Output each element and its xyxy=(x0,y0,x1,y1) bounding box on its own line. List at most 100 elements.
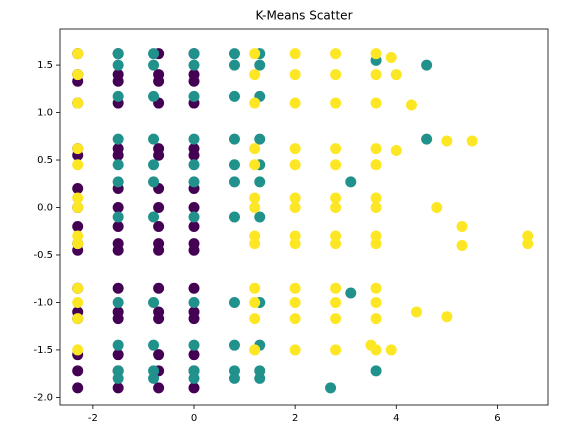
point xyxy=(228,339,240,351)
point xyxy=(112,75,124,87)
point xyxy=(254,211,266,223)
point xyxy=(330,48,342,60)
point xyxy=(72,183,84,195)
point xyxy=(72,344,84,356)
point xyxy=(153,244,165,256)
point xyxy=(188,176,200,188)
point xyxy=(249,159,261,171)
point xyxy=(228,48,240,60)
point xyxy=(112,372,124,384)
point xyxy=(228,159,240,171)
point xyxy=(522,230,534,242)
point xyxy=(72,220,84,232)
point xyxy=(228,296,240,308)
point xyxy=(411,306,423,318)
point xyxy=(249,296,261,308)
point xyxy=(153,382,165,394)
point xyxy=(325,382,337,394)
point xyxy=(228,90,240,102)
point xyxy=(385,344,397,356)
chart-title: K-Means Scatter xyxy=(256,9,353,23)
point xyxy=(112,90,124,102)
point xyxy=(345,176,357,188)
point xyxy=(249,238,261,250)
point xyxy=(370,365,382,377)
y-tick-label: 0.0 xyxy=(37,203,53,214)
point xyxy=(330,159,342,171)
point xyxy=(370,143,382,155)
point xyxy=(421,133,433,145)
point xyxy=(330,202,342,214)
point xyxy=(148,372,160,384)
point xyxy=(330,97,342,109)
point xyxy=(330,282,342,294)
point xyxy=(188,296,200,308)
point xyxy=(330,143,342,155)
point xyxy=(441,311,453,323)
point xyxy=(330,192,342,204)
point xyxy=(112,133,124,145)
point xyxy=(522,238,534,250)
point xyxy=(289,230,301,242)
point xyxy=(370,48,382,60)
point xyxy=(153,149,165,161)
point xyxy=(112,365,124,377)
point xyxy=(289,313,301,325)
point xyxy=(153,349,165,361)
point xyxy=(148,296,160,308)
point xyxy=(421,59,433,71)
point xyxy=(153,282,165,294)
point xyxy=(330,230,342,242)
point xyxy=(289,296,301,308)
y-tick-label: -0.5 xyxy=(33,250,53,261)
point xyxy=(188,220,200,232)
point xyxy=(188,244,200,256)
point xyxy=(390,69,402,81)
point xyxy=(188,133,200,145)
point xyxy=(188,159,200,171)
point xyxy=(370,192,382,204)
point xyxy=(330,344,342,356)
point xyxy=(431,202,443,214)
point xyxy=(289,143,301,155)
point xyxy=(330,69,342,81)
point xyxy=(249,230,261,242)
point xyxy=(72,282,84,294)
point xyxy=(228,59,240,71)
point xyxy=(72,296,84,308)
point xyxy=(148,59,160,71)
point xyxy=(249,48,261,60)
point xyxy=(153,220,165,232)
point xyxy=(289,69,301,81)
point xyxy=(249,344,261,356)
point xyxy=(249,192,261,204)
point xyxy=(249,69,261,81)
y-tick-label: -1.5 xyxy=(33,345,53,356)
point xyxy=(112,202,124,214)
point xyxy=(466,135,478,147)
point xyxy=(370,159,382,171)
y-tick-label: 1.5 xyxy=(37,60,53,71)
point xyxy=(254,133,266,145)
point xyxy=(188,339,200,351)
point xyxy=(188,48,200,60)
point xyxy=(188,382,200,394)
point xyxy=(112,349,124,361)
point xyxy=(153,313,165,325)
point xyxy=(370,230,382,242)
point xyxy=(188,90,200,102)
x-tick-label: -2 xyxy=(88,413,98,424)
point xyxy=(112,220,124,232)
point xyxy=(370,238,382,250)
point xyxy=(153,202,165,214)
point xyxy=(72,238,84,250)
point xyxy=(148,90,160,102)
point xyxy=(254,176,266,188)
point xyxy=(112,149,124,161)
point xyxy=(188,372,200,384)
point xyxy=(370,313,382,325)
point xyxy=(188,365,200,377)
x-tick-label: 0 xyxy=(191,413,197,424)
point xyxy=(228,133,240,145)
point xyxy=(289,282,301,294)
